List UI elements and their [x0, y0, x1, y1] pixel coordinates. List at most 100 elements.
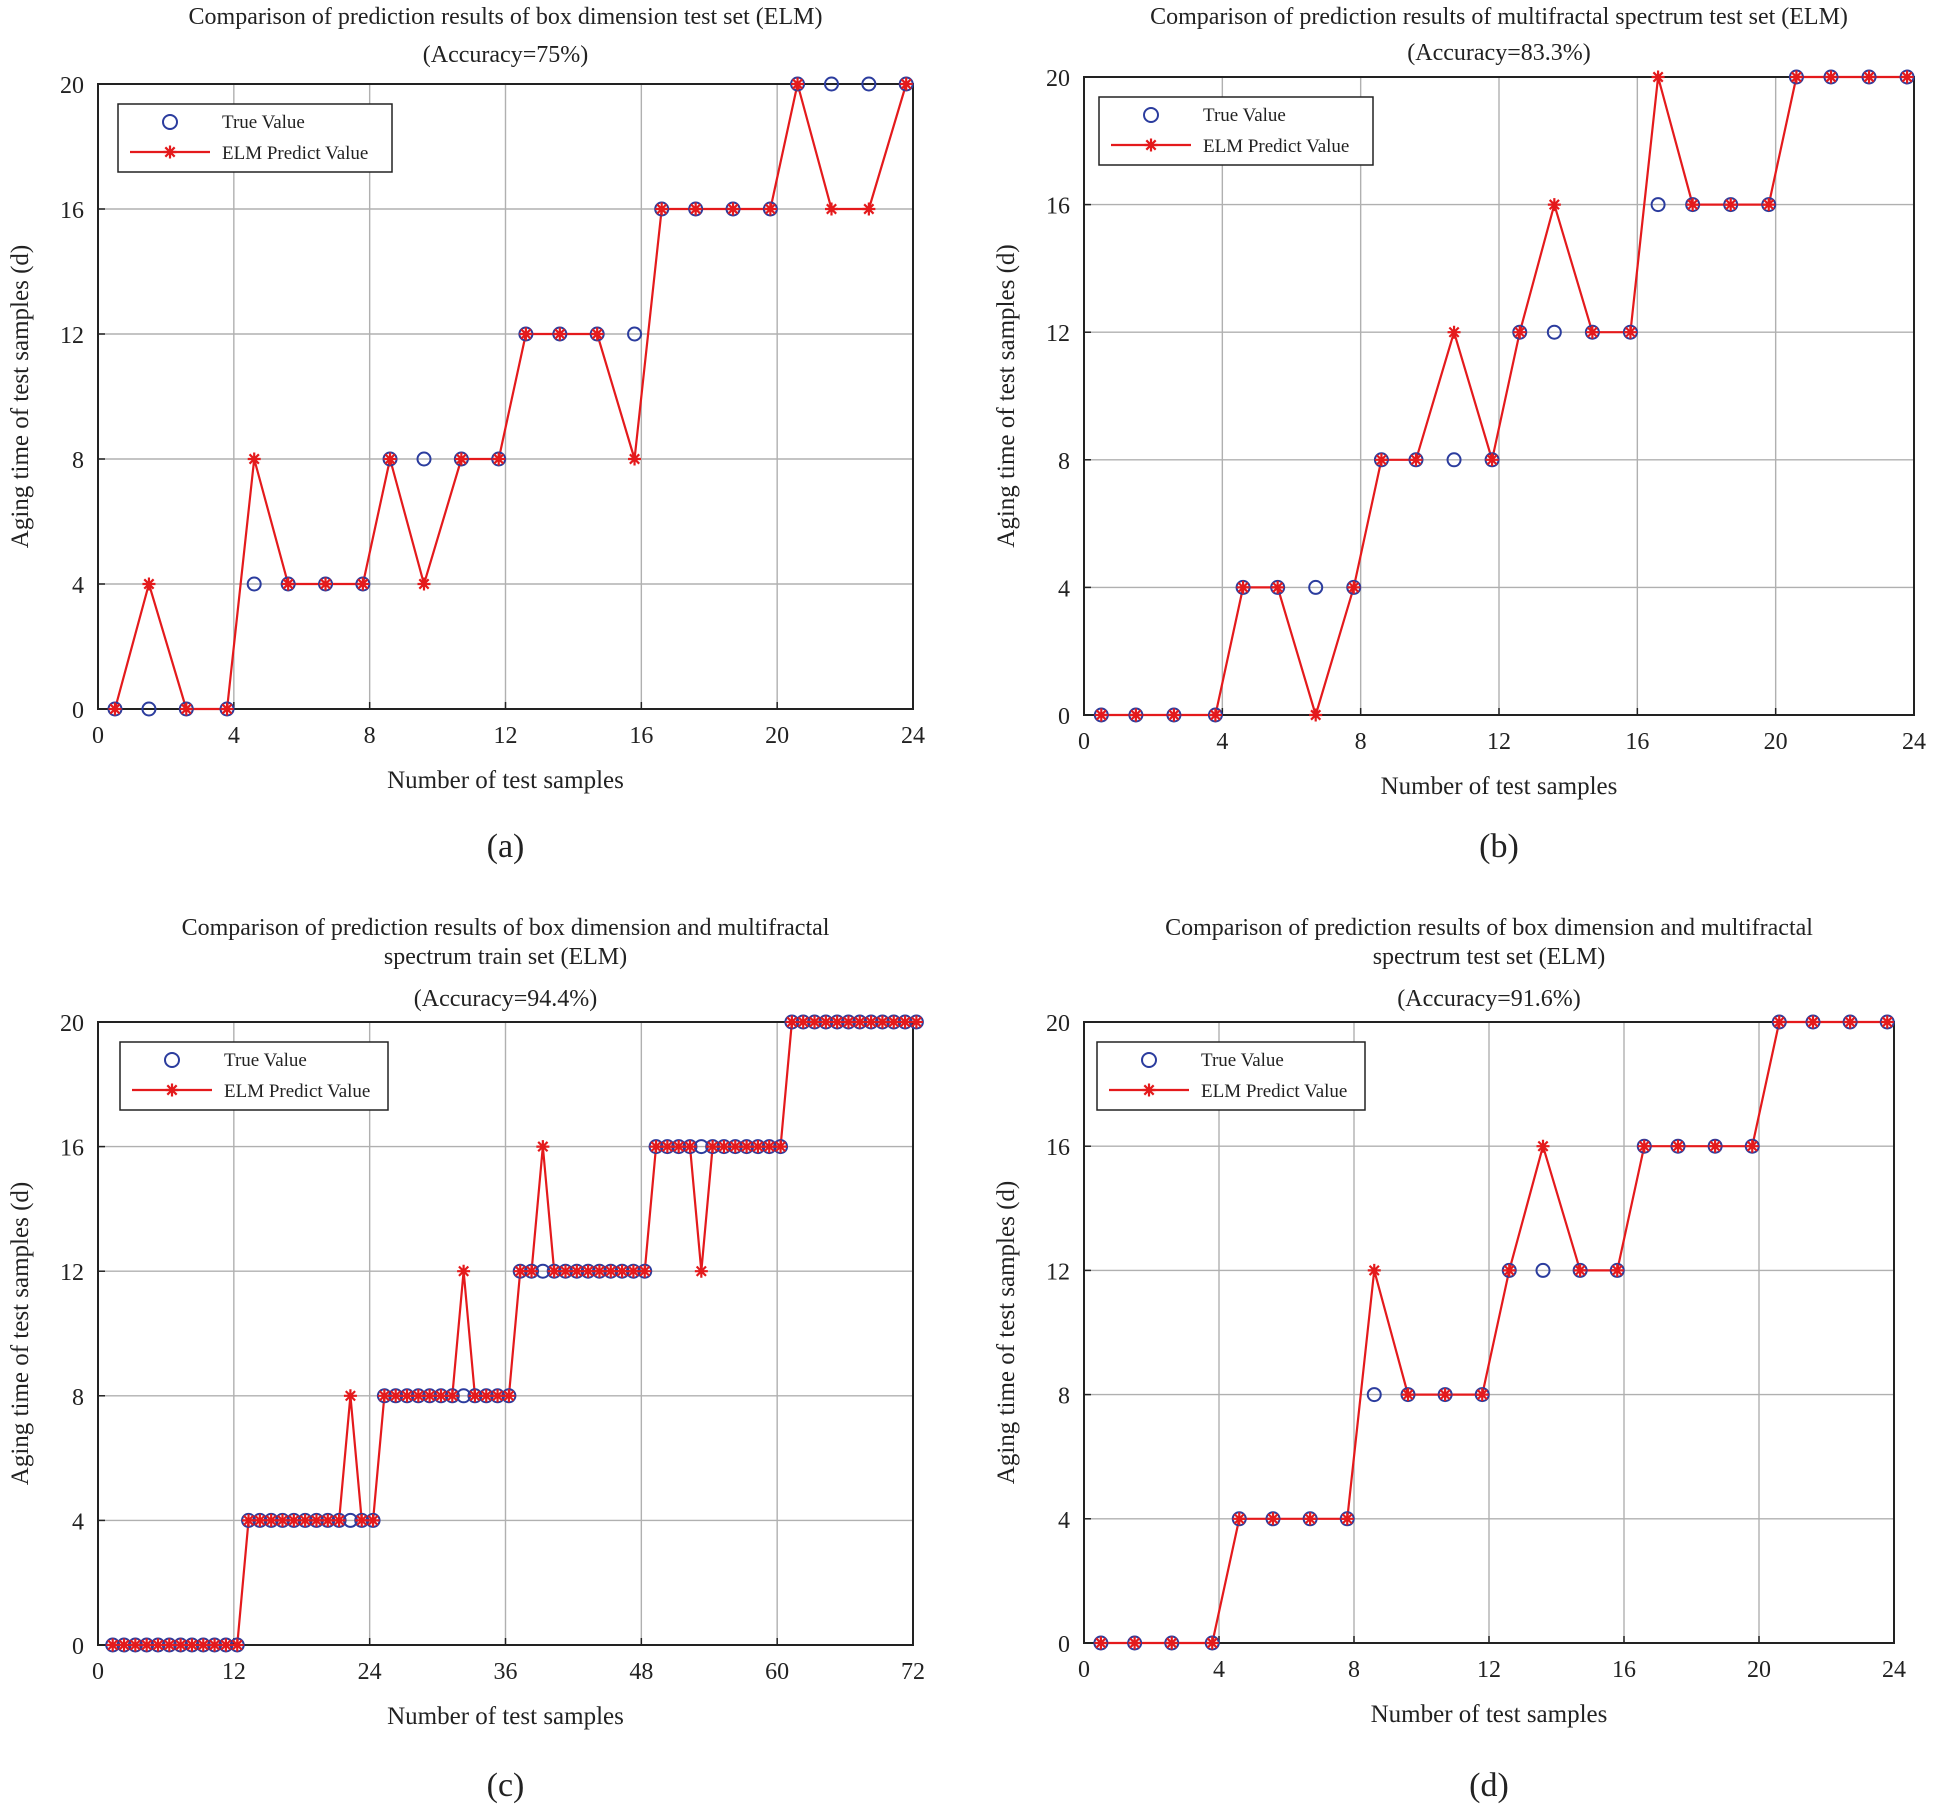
predict-value-point — [479, 1389, 493, 1403]
series-line-predict — [112, 1020, 917, 1647]
true-value-point — [246, 576, 262, 592]
chart-title-line: spectrum train set (ELM) — [384, 944, 627, 970]
predict-value-point — [536, 1140, 550, 1154]
series-line-predict — [1100, 1020, 1888, 1645]
predict-value-point — [332, 1513, 346, 1527]
y-tick-label: 8 — [72, 1385, 84, 1411]
predict-value-point — [513, 1264, 527, 1278]
predict-value-point — [179, 702, 193, 716]
predict-value-point — [899, 77, 913, 91]
predict-value-point — [683, 1140, 697, 1154]
predict-value-point — [875, 1015, 889, 1029]
x-tick-label: 24 — [1902, 729, 1926, 755]
y-axis-label: Aging time of test samples (d) — [7, 1182, 34, 1485]
legend-box — [119, 1041, 389, 1111]
legend-predict-marker — [1142, 1083, 1156, 1097]
predict-value-point — [740, 1140, 754, 1154]
predict-value-point — [762, 1140, 776, 1154]
chart-title-line: Comparison of prediction results of mult… — [1150, 4, 1848, 30]
predict-value-point — [1724, 198, 1738, 212]
predict-value-point — [1271, 580, 1285, 594]
true-value-point — [1446, 452, 1462, 468]
x-tick-label: 20 — [1764, 729, 1788, 755]
predict-value-point — [862, 202, 876, 216]
predict-value-point — [774, 1140, 788, 1154]
legend-true-label: True Value — [1203, 105, 1286, 126]
panel-label: (a) — [487, 828, 525, 865]
predict-value-point — [660, 1140, 674, 1154]
legend-true-marker — [1141, 1052, 1157, 1068]
predict-value-point — [1502, 1263, 1516, 1277]
predict-value-point — [519, 327, 533, 341]
legend-true-marker — [164, 1052, 180, 1068]
predict-value-point — [389, 1389, 403, 1403]
chart-panel-d: Comparison of prediction results of box … — [993, 915, 1906, 1804]
x-tick-label: 12 — [222, 1659, 246, 1685]
legend-predict-label: ELM Predict Value — [1201, 1081, 1347, 1102]
predict-value-point — [706, 1140, 720, 1154]
predict-value-point — [672, 1140, 686, 1154]
x-tick-label: 72 — [901, 1659, 925, 1685]
true-value-point — [627, 326, 643, 342]
predict-value-point — [638, 1264, 652, 1278]
x-tick-label: 24 — [901, 723, 925, 749]
x-tick-label: 0 — [1078, 1657, 1090, 1683]
predict-value-point — [457, 1264, 471, 1278]
legend-true-label: True Value — [222, 112, 305, 133]
legend-true-marker — [1143, 107, 1159, 123]
panel-label: (b) — [1479, 828, 1519, 865]
x-tick-label: 24 — [358, 1659, 382, 1685]
predict-value-point — [1536, 1139, 1550, 1153]
true-value-point — [1546, 324, 1562, 340]
predict-value-point — [1708, 1139, 1722, 1153]
chart-title-line: Comparison of prediction results of box … — [189, 4, 823, 30]
predict-value-point — [592, 1264, 606, 1278]
predict-value-point — [242, 1513, 256, 1527]
legend: True Value ELM Predict Value — [117, 103, 393, 173]
predict-value-point — [628, 452, 642, 466]
predict-value-point — [220, 702, 234, 716]
predict-value-point — [887, 1015, 901, 1029]
y-tick-label: 16 — [1046, 194, 1070, 220]
predict-value-point — [853, 1015, 867, 1029]
legend-box — [117, 103, 393, 173]
chart-title-line: Comparison of prediction results of box … — [182, 915, 830, 941]
x-tick-label: 20 — [765, 723, 789, 749]
predict-value-point — [319, 577, 333, 591]
y-tick-label: 8 — [72, 448, 84, 474]
true-value-point — [416, 451, 432, 467]
x-tick-label: 4 — [228, 723, 240, 749]
predict-value-point — [1686, 198, 1700, 212]
predict-value-point — [1513, 325, 1527, 339]
predict-value-point — [468, 1389, 482, 1403]
predict-value-point — [689, 202, 703, 216]
predict-value-point — [208, 1638, 222, 1652]
x-axis-label: Number of test samples — [1371, 1701, 1608, 1728]
predict-value-point — [108, 702, 122, 716]
chart-title-line: (Accuracy=94.4%) — [414, 986, 597, 1012]
x-tick-label: 24 — [1882, 1657, 1906, 1683]
predict-value-point — [1637, 1139, 1651, 1153]
predict-value-point — [492, 452, 506, 466]
y-tick-label: 12 — [60, 323, 84, 349]
predict-value-point — [615, 1264, 629, 1278]
y-tick-label: 0 — [72, 698, 84, 724]
predict-value-point — [230, 1638, 244, 1652]
chart-title-line: spectrum test set (ELM) — [1373, 944, 1606, 970]
predict-value-point — [1623, 325, 1637, 339]
chart-title-line: (Accuracy=75%) — [423, 42, 588, 68]
predict-value-point — [819, 1015, 833, 1029]
predict-value-point — [434, 1389, 448, 1403]
predict-value-point — [287, 1513, 301, 1527]
legend-predict-marker — [165, 1083, 179, 1097]
predict-value-point — [1094, 708, 1108, 722]
x-axis-label: Number of test samples — [1381, 773, 1618, 800]
predict-value-point — [1347, 580, 1361, 594]
predict-value-point — [281, 577, 295, 591]
x-tick-label: 8 — [1355, 729, 1367, 755]
predict-value-point — [298, 1513, 312, 1527]
predict-value-point — [590, 327, 604, 341]
chart-panel-a: Comparison of prediction results of box … — [7, 4, 925, 865]
y-axis-label: Aging time of test samples (d) — [993, 244, 1020, 547]
